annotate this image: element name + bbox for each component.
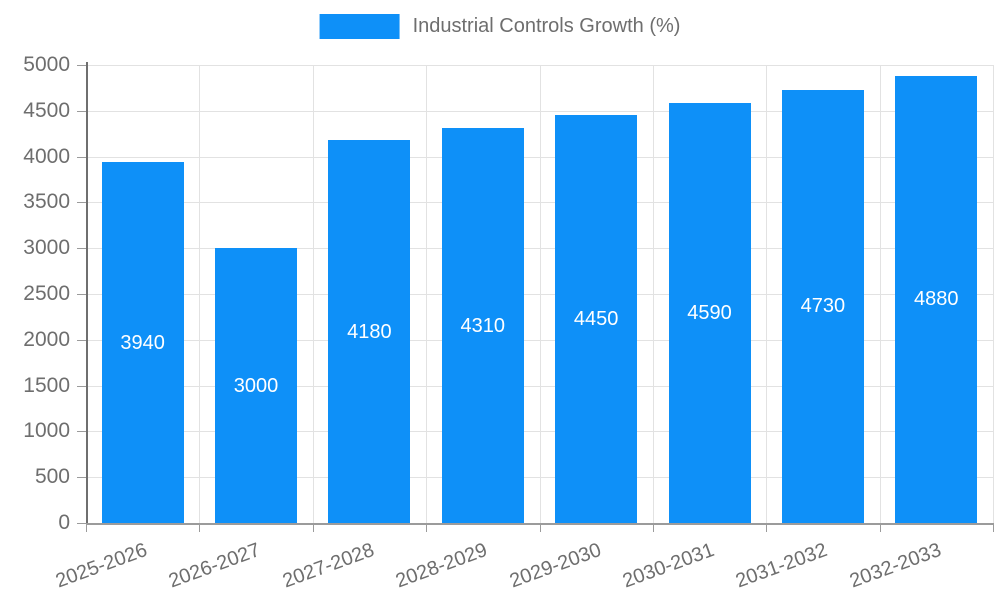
y-tick-mark: [77, 431, 86, 433]
y-tick-label: 2500: [23, 282, 70, 305]
x-tick-label: 2030-2031: [619, 539, 718, 593]
gridline-h: [86, 65, 993, 66]
bar: [101, 162, 184, 523]
y-tick-mark: [77, 294, 86, 295]
y-tick-mark: [77, 339, 86, 341]
x-tick-mark: [766, 523, 768, 532]
bar: [668, 102, 751, 523]
y-tick-label: 3500: [23, 190, 70, 214]
gridline-v: [993, 65, 994, 523]
y-tick-label: 500: [34, 465, 70, 489]
bar-value-label: 4730: [800, 295, 846, 318]
y-tick-mark: [77, 202, 86, 204]
bar: [555, 115, 638, 523]
x-tick-label: 2026-2027: [166, 539, 264, 593]
x-tick-mark: [86, 523, 87, 532]
y-tick-label: 1500: [23, 373, 70, 397]
y-tick-mark: [77, 110, 86, 112]
y-tick-mark: [77, 477, 86, 479]
bar-value-label: 4880: [914, 288, 959, 311]
bar-value-label: 3000: [233, 374, 279, 397]
bar: [441, 128, 524, 523]
gridline-h: [86, 477, 993, 479]
bar-value-label: 4590: [687, 301, 732, 324]
y-tick-mark: [77, 385, 86, 387]
y-tick-label: 5000: [23, 53, 70, 76]
y-tick-label: 4500: [23, 98, 70, 122]
x-tick-mark: [993, 523, 994, 532]
y-tick-label: 4000: [23, 144, 70, 168]
x-tick-label: 2029-2030: [506, 539, 604, 593]
x-tick-label: 2031-2032: [733, 539, 831, 593]
bar-value-label: 3940: [120, 331, 165, 354]
x-tick-label: 2027-2028: [279, 539, 377, 593]
bar-value-label: 4310: [460, 314, 506, 337]
x-tick-label: 2028-2029: [392, 539, 491, 593]
bar: [328, 140, 411, 523]
y-tick-label: 2000: [23, 327, 70, 351]
gridline-h: [86, 202, 993, 204]
x-tick-label: 2025-2026: [52, 539, 151, 593]
y-tick-mark: [77, 523, 86, 524]
gridline-h: [86, 156, 993, 158]
x-tick-mark: [312, 523, 314, 532]
y-tick-mark: [77, 156, 86, 158]
y-tick-label: 1000: [23, 419, 70, 443]
y-tick-label: 3000: [23, 236, 70, 260]
x-tick-mark: [539, 523, 541, 532]
y-axis-line: [86, 62, 88, 525]
bar: [895, 75, 978, 523]
x-tick-label: 2032-2033: [846, 539, 944, 593]
x-axis-line: [86, 523, 993, 525]
x-tick-mark: [426, 523, 428, 532]
y-tick-mark: [77, 65, 86, 66]
gridline-h: [86, 110, 993, 112]
x-tick-mark: [199, 523, 201, 532]
gridline-h: [86, 339, 993, 341]
bar: [781, 89, 864, 523]
legend: Industrial Controls Growth (%): [319, 14, 681, 39]
legend-swatch: [319, 14, 400, 39]
bar-value-label: 4450: [573, 308, 619, 331]
y-tick-mark: [77, 248, 86, 250]
gridline-h: [86, 385, 993, 387]
bar-value-label: 4180: [347, 320, 392, 343]
x-tick-mark: [652, 523, 654, 532]
legend-label: Industrial Controls Growth (%): [412, 15, 681, 37]
gridline-h: [86, 248, 993, 250]
y-tick-label: 0: [58, 511, 70, 534]
gridline-h: [86, 294, 993, 295]
bar: [215, 248, 298, 523]
gridline-h: [86, 431, 993, 433]
x-tick-mark: [879, 523, 881, 532]
